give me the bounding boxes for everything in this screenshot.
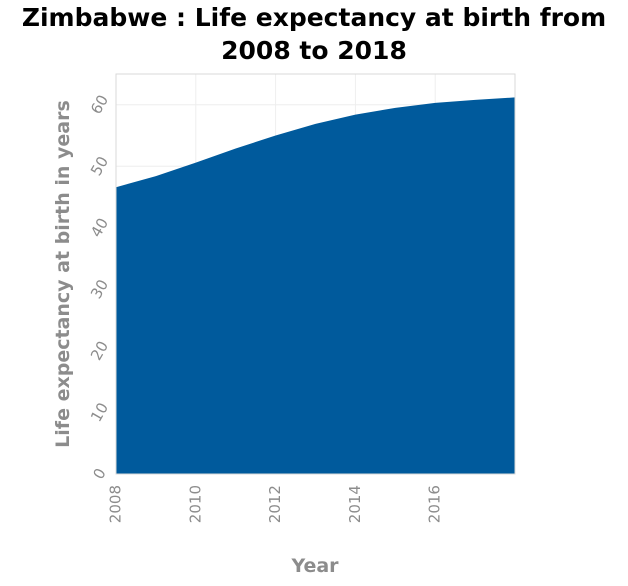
- y-axis-ticks: 0 10 20 30 40 50 60: [87, 92, 112, 483]
- x-axis-label: Year: [290, 555, 339, 577]
- plot-frame: [115, 73, 516, 475]
- x-tick-label: 2012: [266, 485, 284, 523]
- y-tick-label: 10: [87, 399, 112, 425]
- y-tick-label: 0: [89, 465, 109, 482]
- x-tick-label: 2008: [107, 485, 125, 523]
- y-tick-label: 30: [87, 276, 112, 302]
- y-tick-label: 60: [87, 92, 112, 118]
- y-tick-label: 50: [87, 153, 112, 179]
- y-axis-label: Life expectancy at birth in years: [52, 100, 74, 448]
- chart-title-line-1: Zimbabwe : Life expectancy at birth from: [22, 3, 606, 32]
- y-tick-label: 20: [87, 338, 112, 364]
- chart-title-line-2: 2008 to 2018: [221, 36, 407, 65]
- x-tick-label: 2016: [426, 485, 444, 523]
- x-axis-ticks: 2008 2010 2012 2014 2016: [107, 485, 444, 523]
- y-tick-label: 40: [87, 215, 112, 241]
- life-expectancy-area: [116, 97, 515, 474]
- x-tick-label: 2014: [346, 485, 364, 523]
- x-tick-label: 2010: [186, 485, 204, 523]
